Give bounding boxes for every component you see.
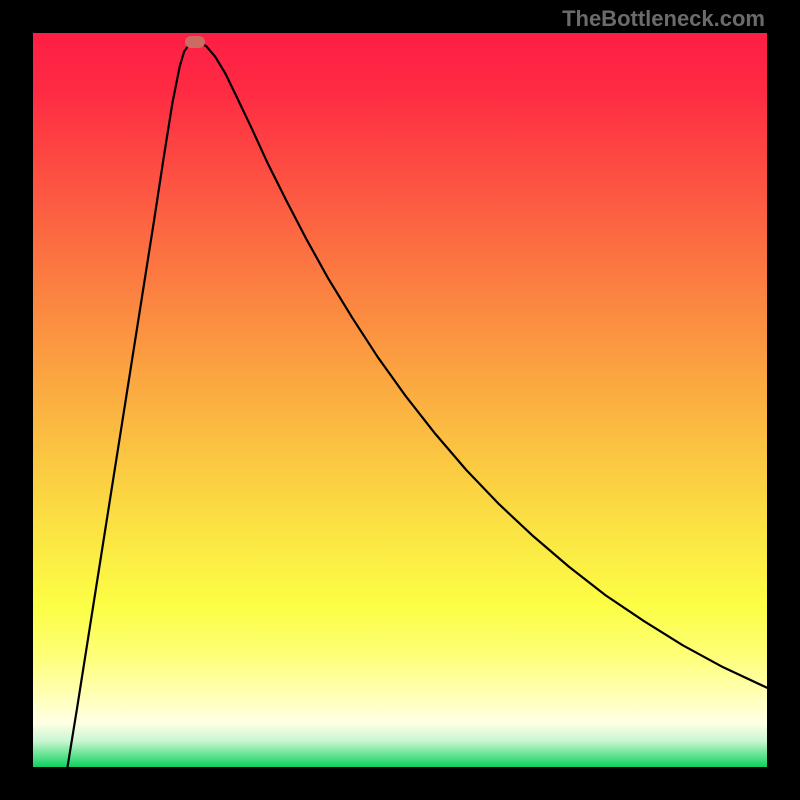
bottleneck-curve <box>33 33 767 767</box>
watermark-text: TheBottleneck.com <box>562 6 765 32</box>
chart-frame: TheBottleneck.com <box>0 0 800 800</box>
optimal-point-marker <box>185 36 205 48</box>
plot-area <box>33 33 767 767</box>
